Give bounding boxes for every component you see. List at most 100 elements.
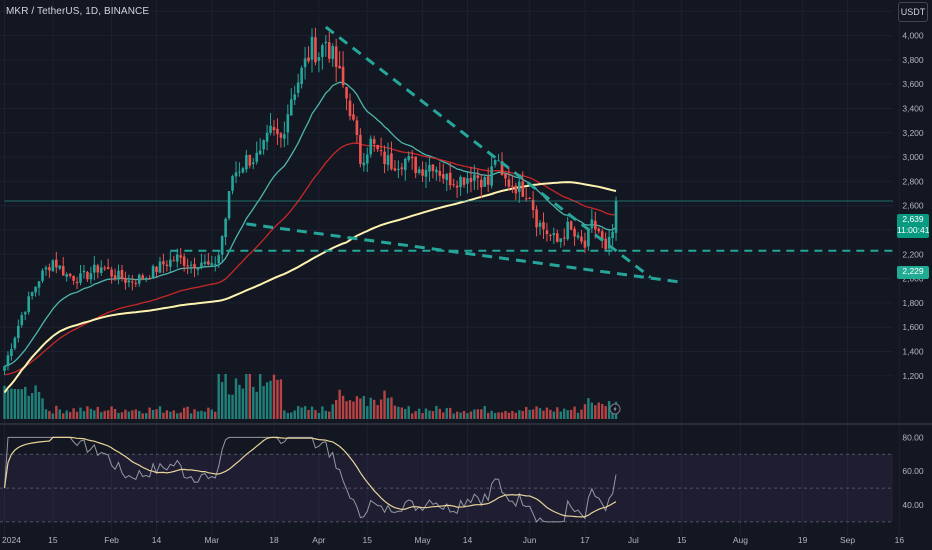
price-tick-label: 3,600	[902, 79, 924, 89]
candle-body	[310, 36, 314, 60]
candle-body	[137, 274, 141, 284]
volume-bar	[376, 405, 379, 419]
volume-bar	[124, 409, 127, 419]
volume-bar	[238, 384, 241, 419]
candle-body	[559, 238, 563, 242]
candle-body	[535, 209, 538, 228]
price-tick-label: 3,200	[902, 128, 924, 138]
candle-body	[20, 314, 24, 326]
volume-bars	[3, 374, 618, 419]
price-axis[interactable]: 1,2001,4001,6001,8002,0002,2002,4002,600…	[902, 6, 924, 381]
volume-bar	[127, 411, 131, 419]
candle-body	[573, 228, 576, 237]
volume-bar	[386, 397, 390, 419]
volume-bar	[296, 406, 300, 419]
volume-bar	[176, 413, 179, 419]
candle-body	[497, 160, 500, 162]
candle-countdown: 11:00:41	[897, 225, 930, 235]
volume-bar	[220, 382, 224, 419]
volume-bar	[141, 413, 144, 419]
chart-misc	[609, 403, 621, 415]
candle-body	[262, 140, 265, 150]
volume-bar	[75, 411, 79, 419]
rsi-axis[interactable]: 40.00 60.00 80.00	[902, 432, 924, 510]
volume-bar	[262, 386, 265, 419]
volume-bar	[372, 399, 376, 419]
volume-bar	[518, 410, 521, 419]
volume-bar	[134, 409, 137, 419]
candle-body	[410, 156, 414, 159]
candle-body	[48, 267, 51, 271]
trendline-2	[246, 222, 682, 284]
candle-body	[269, 125, 272, 134]
candle-body	[155, 266, 158, 273]
candle-body	[86, 272, 89, 280]
candle-body	[600, 231, 604, 240]
volume-bar	[148, 407, 151, 419]
candle-body	[65, 274, 68, 277]
candle-body	[552, 233, 556, 235]
volume-bar	[597, 402, 600, 419]
volume-bar	[224, 374, 227, 419]
volume-bar	[473, 409, 476, 419]
volume-bar	[272, 374, 276, 419]
volume-bar	[48, 411, 51, 419]
trendline-drawings[interactable]	[4, 25, 894, 284]
volume-bar	[573, 406, 576, 419]
symbol-title[interactable]: MKR / TetherUS, 1D, BINANCE	[6, 6, 150, 17]
volume-bar	[169, 411, 172, 419]
candle-body	[473, 174, 476, 181]
rsi-band	[0, 453, 893, 523]
candle-body	[68, 273, 72, 277]
time-tick-label: Mar	[204, 535, 219, 545]
candle-body	[379, 150, 383, 152]
candle-body	[286, 114, 290, 133]
candle-body	[203, 261, 207, 264]
volume-bar	[248, 374, 252, 419]
candle-body	[445, 173, 449, 181]
currency-button[interactable]: USDT	[898, 2, 928, 22]
volume-bar	[182, 407, 186, 419]
candle-body	[352, 114, 355, 120]
time-axis[interactable]: 2024 15 Feb 14 Mar 18 Apr 15 May 14 Jun 17 Jul 15 Aug 1…	[2, 535, 904, 545]
candle-body	[542, 222, 545, 230]
candle-body	[30, 292, 34, 296]
candle-body	[514, 185, 518, 194]
volume-bar	[89, 408, 93, 419]
volume-bar	[438, 408, 442, 419]
volume-bar	[421, 413, 424, 419]
volume-bar	[100, 412, 103, 419]
volume-bar	[538, 408, 542, 419]
volume-bar	[72, 408, 75, 419]
volume-bar	[362, 395, 366, 419]
time-tick-label: Feb	[104, 535, 119, 545]
volume-bar	[469, 411, 473, 419]
volume-bar	[276, 379, 279, 419]
candle-body	[120, 269, 124, 279]
volume-bar	[511, 410, 514, 419]
volume-bar	[51, 413, 55, 419]
candle-body	[144, 278, 148, 280]
volume-bar	[483, 405, 486, 419]
time-tick-label: 15	[363, 535, 373, 545]
volume-bar	[203, 411, 207, 419]
candle-body	[400, 167, 404, 170]
volume-bar	[283, 410, 286, 419]
candle-body	[127, 280, 131, 283]
candle-body	[576, 235, 580, 238]
candle-body	[362, 162, 366, 166]
volume-bar	[400, 407, 404, 419]
candle-body	[376, 145, 379, 150]
volume-bar	[245, 374, 248, 419]
volume-bar	[6, 389, 10, 419]
volume-bar	[79, 407, 82, 419]
volume-bar	[200, 410, 203, 419]
volume-bar	[321, 406, 324, 419]
candle-body	[265, 132, 269, 142]
volume-bar	[13, 389, 17, 419]
candle-body	[75, 281, 79, 284]
sma-slow-line	[3, 181, 617, 394]
candle-body	[466, 178, 469, 184]
candle-body	[345, 86, 348, 99]
